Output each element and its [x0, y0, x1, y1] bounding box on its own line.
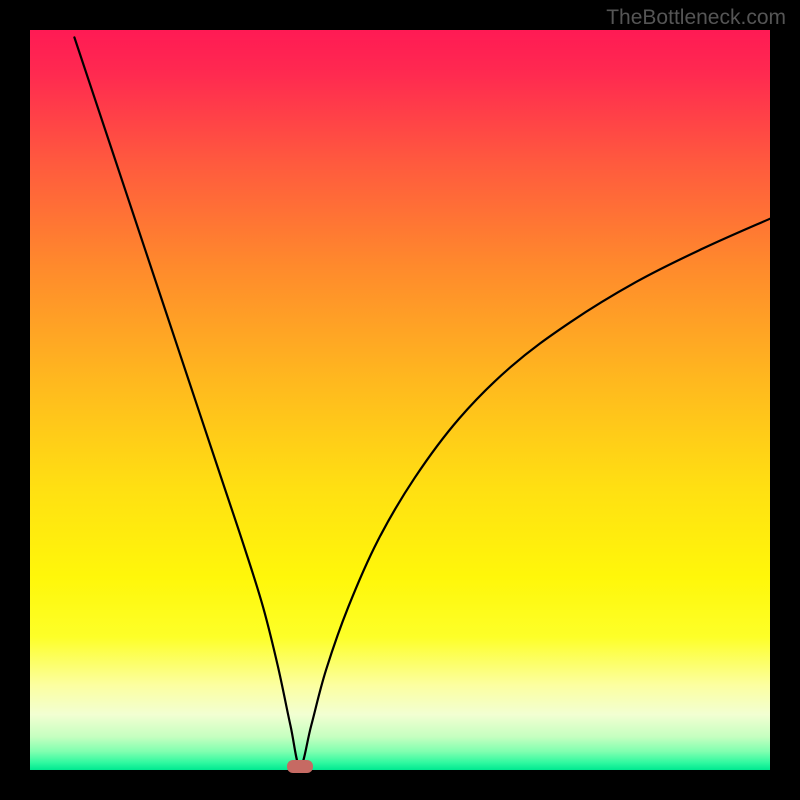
attribution-text: TheBottleneck.com — [606, 6, 786, 30]
gradient-background — [30, 30, 770, 770]
chart-stage: TheBottleneck.com — [0, 0, 800, 800]
plot-area — [30, 30, 770, 770]
